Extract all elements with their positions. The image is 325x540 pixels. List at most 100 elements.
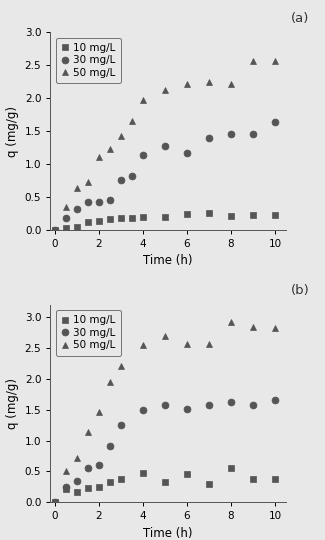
30 mg/L	[119, 177, 123, 184]
10 mg/L	[229, 465, 233, 471]
30 mg/L	[229, 131, 233, 137]
30 mg/L	[207, 402, 211, 409]
Legend: 10 mg/L, 30 mg/L, 50 mg/L: 10 mg/L, 30 mg/L, 50 mg/L	[56, 310, 121, 356]
X-axis label: Time (h): Time (h)	[143, 254, 193, 267]
50 mg/L	[273, 58, 277, 65]
10 mg/L	[64, 225, 68, 232]
50 mg/L	[86, 429, 90, 436]
50 mg/L	[130, 118, 134, 124]
10 mg/L	[273, 212, 277, 218]
10 mg/L	[86, 485, 90, 491]
10 mg/L	[108, 479, 112, 485]
50 mg/L	[163, 333, 167, 339]
30 mg/L	[97, 462, 101, 468]
50 mg/L	[251, 324, 255, 330]
10 mg/L	[53, 499, 57, 505]
Line: 10 mg/L: 10 mg/L	[51, 210, 279, 233]
30 mg/L	[53, 227, 57, 233]
50 mg/L	[141, 97, 145, 104]
10 mg/L	[97, 483, 101, 490]
X-axis label: Time (h): Time (h)	[143, 527, 193, 540]
10 mg/L	[119, 215, 123, 221]
50 mg/L	[97, 154, 101, 161]
50 mg/L	[229, 319, 233, 325]
50 mg/L	[207, 340, 211, 347]
10 mg/L	[163, 479, 167, 485]
Line: 30 mg/L: 30 mg/L	[51, 397, 279, 505]
10 mg/L	[207, 481, 211, 488]
50 mg/L	[53, 499, 57, 505]
30 mg/L	[273, 397, 277, 404]
Text: (a): (a)	[291, 11, 309, 24]
10 mg/L	[185, 470, 189, 477]
50 mg/L	[207, 78, 211, 85]
50 mg/L	[75, 185, 79, 192]
10 mg/L	[64, 485, 68, 492]
30 mg/L	[185, 406, 189, 413]
30 mg/L	[86, 198, 90, 205]
10 mg/L	[229, 213, 233, 219]
30 mg/L	[75, 477, 79, 484]
30 mg/L	[207, 135, 211, 141]
30 mg/L	[185, 150, 189, 156]
30 mg/L	[108, 197, 112, 204]
Line: 50 mg/L: 50 mg/L	[51, 58, 279, 233]
30 mg/L	[108, 443, 112, 449]
50 mg/L	[185, 80, 189, 87]
10 mg/L	[86, 219, 90, 225]
10 mg/L	[141, 470, 145, 476]
10 mg/L	[119, 476, 123, 482]
10 mg/L	[75, 223, 79, 230]
30 mg/L	[141, 407, 145, 413]
Y-axis label: q (mg/g): q (mg/g)	[6, 378, 19, 429]
30 mg/L	[229, 399, 233, 406]
50 mg/L	[86, 179, 90, 185]
10 mg/L	[185, 211, 189, 217]
50 mg/L	[75, 455, 79, 461]
30 mg/L	[163, 402, 167, 409]
30 mg/L	[64, 484, 68, 491]
30 mg/L	[251, 131, 255, 137]
50 mg/L	[119, 132, 123, 139]
30 mg/L	[130, 173, 134, 179]
50 mg/L	[229, 80, 233, 87]
Line: 30 mg/L: 30 mg/L	[51, 118, 279, 233]
50 mg/L	[108, 146, 112, 152]
50 mg/L	[53, 227, 57, 233]
50 mg/L	[185, 340, 189, 347]
30 mg/L	[141, 152, 145, 159]
Legend: 10 mg/L, 30 mg/L, 50 mg/L: 10 mg/L, 30 mg/L, 50 mg/L	[56, 38, 121, 83]
10 mg/L	[53, 227, 57, 233]
50 mg/L	[64, 468, 68, 475]
Y-axis label: q (mg/g): q (mg/g)	[6, 106, 19, 157]
10 mg/L	[75, 489, 79, 495]
30 mg/L	[86, 465, 90, 471]
50 mg/L	[97, 409, 101, 415]
50 mg/L	[141, 342, 145, 348]
10 mg/L	[163, 213, 167, 220]
30 mg/L	[163, 143, 167, 150]
30 mg/L	[53, 499, 57, 505]
10 mg/L	[108, 216, 112, 222]
30 mg/L	[97, 198, 101, 205]
10 mg/L	[273, 476, 277, 483]
50 mg/L	[119, 363, 123, 370]
Text: (b): (b)	[291, 284, 309, 297]
10 mg/L	[130, 215, 134, 221]
50 mg/L	[64, 204, 68, 211]
10 mg/L	[141, 214, 145, 220]
10 mg/L	[251, 212, 255, 218]
10 mg/L	[251, 476, 255, 483]
30 mg/L	[273, 119, 277, 125]
50 mg/L	[251, 58, 255, 65]
Line: 50 mg/L: 50 mg/L	[51, 319, 279, 505]
30 mg/L	[119, 422, 123, 428]
Line: 10 mg/L: 10 mg/L	[51, 465, 279, 505]
50 mg/L	[273, 325, 277, 332]
10 mg/L	[97, 217, 101, 224]
30 mg/L	[75, 206, 79, 212]
30 mg/L	[251, 402, 255, 408]
50 mg/L	[163, 87, 167, 93]
50 mg/L	[108, 379, 112, 385]
10 mg/L	[207, 210, 211, 217]
